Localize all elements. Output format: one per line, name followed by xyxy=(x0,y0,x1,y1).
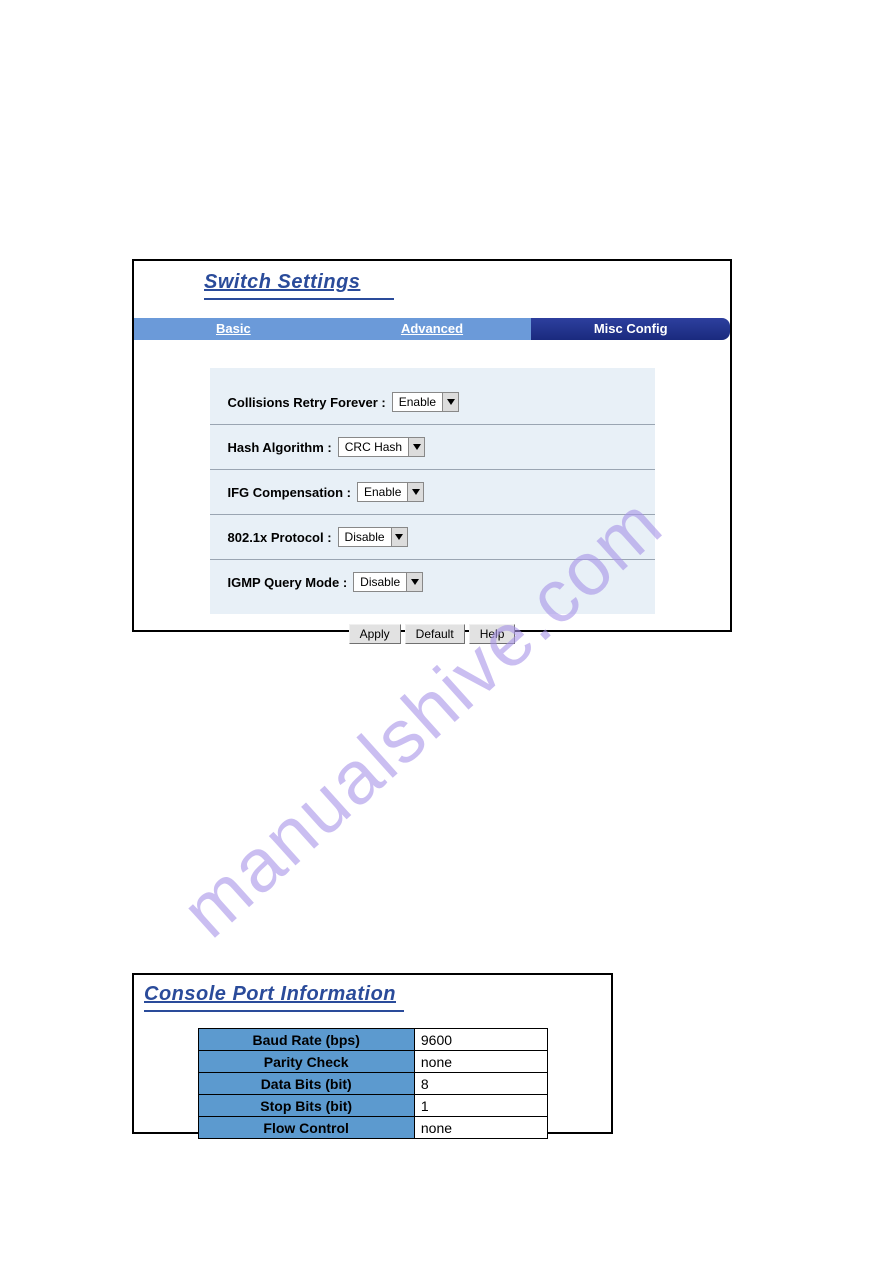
switch-settings-panel: Switch Settings Basic Advanced Misc Conf… xyxy=(132,259,732,632)
chevron-down-icon xyxy=(406,573,422,591)
row-hash-algorithm: Hash Algorithm : CRC Hash xyxy=(210,425,655,470)
cell-label-stop-bits: Stop Bits (bit) xyxy=(198,1095,414,1117)
cell-value-flow-control: none xyxy=(414,1117,547,1139)
default-button[interactable]: Default xyxy=(405,624,465,644)
cell-value-stop-bits: 1 xyxy=(414,1095,547,1117)
row-collisions-retry: Collisions Retry Forever : Enable xyxy=(210,380,655,425)
table-row: Stop Bits (bit) 1 xyxy=(198,1095,547,1117)
cell-label-data-bits: Data Bits (bit) xyxy=(198,1073,414,1095)
chevron-down-icon xyxy=(407,483,423,501)
select-value: Enable xyxy=(393,395,442,409)
cell-value-data-bits: 8 xyxy=(414,1073,547,1095)
table-row: Parity Check none xyxy=(198,1051,547,1073)
apply-button[interactable]: Apply xyxy=(349,624,401,644)
label-ifg-compensation: IFG Compensation : xyxy=(228,485,352,500)
label-collisions-retry: Collisions Retry Forever : xyxy=(228,395,386,410)
select-value: Disable xyxy=(339,530,391,544)
select-value: Enable xyxy=(358,485,407,499)
table-row: Baud Rate (bps) 9600 xyxy=(198,1029,547,1051)
row-8021x-protocol: 802.1x Protocol : Disable xyxy=(210,515,655,560)
button-row: Apply Default Help xyxy=(134,624,730,644)
chevron-down-icon xyxy=(408,438,424,456)
tab-advanced[interactable]: Advanced xyxy=(333,318,532,340)
tab-misc-config[interactable]: Misc Config xyxy=(531,318,730,340)
console-port-table: Baud Rate (bps) 9600 Parity Check none D… xyxy=(198,1028,548,1139)
select-value: CRC Hash xyxy=(339,440,408,454)
label-hash-algorithm: Hash Algorithm : xyxy=(228,440,332,455)
console-port-title: Console Port Information xyxy=(144,979,404,1012)
help-button[interactable]: Help xyxy=(469,624,516,644)
tab-basic[interactable]: Basic xyxy=(134,318,333,340)
label-8021x-protocol: 802.1x Protocol : xyxy=(228,530,332,545)
console-port-panel: Console Port Information Baud Rate (bps)… xyxy=(132,973,613,1134)
cell-label-baud-rate: Baud Rate (bps) xyxy=(198,1029,414,1051)
chevron-down-icon xyxy=(391,528,407,546)
switch-settings-title: Switch Settings xyxy=(204,267,394,300)
select-collisions-retry[interactable]: Enable xyxy=(392,392,459,412)
chevron-down-icon xyxy=(442,393,458,411)
select-ifg-compensation[interactable]: Enable xyxy=(357,482,424,502)
cell-label-flow-control: Flow Control xyxy=(198,1117,414,1139)
select-hash-algorithm[interactable]: CRC Hash xyxy=(338,437,425,457)
cell-label-parity: Parity Check xyxy=(198,1051,414,1073)
cell-value-parity: none xyxy=(414,1051,547,1073)
select-igmp-query[interactable]: Disable xyxy=(353,572,423,592)
table-row: Data Bits (bit) 8 xyxy=(198,1073,547,1095)
row-igmp-query: IGMP Query Mode : Disable xyxy=(210,560,655,604)
tab-bar: Basic Advanced Misc Config xyxy=(134,318,730,340)
settings-box: Collisions Retry Forever : Enable Hash A… xyxy=(210,368,655,614)
select-value: Disable xyxy=(354,575,406,589)
select-8021x-protocol[interactable]: Disable xyxy=(338,527,408,547)
table-row: Flow Control none xyxy=(198,1117,547,1139)
label-igmp-query: IGMP Query Mode : xyxy=(228,575,348,590)
row-ifg-compensation: IFG Compensation : Enable xyxy=(210,470,655,515)
cell-value-baud-rate: 9600 xyxy=(414,1029,547,1051)
